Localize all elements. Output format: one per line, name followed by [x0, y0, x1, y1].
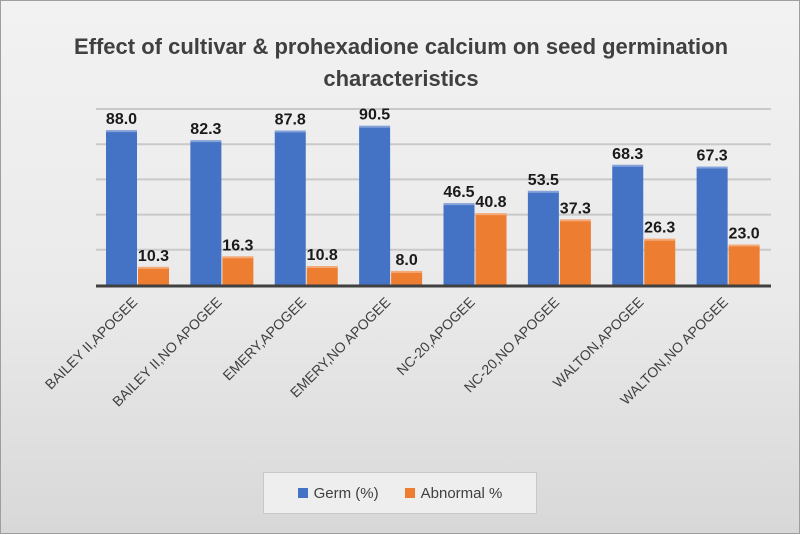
- bar-abnormal: [391, 270, 423, 285]
- x-tick-label: NC-20,APOGEE: [393, 294, 477, 378]
- data-label: 23.0: [729, 226, 760, 243]
- data-label: 82.3: [190, 121, 221, 138]
- bar-abnormal: [222, 256, 254, 285]
- bar-germ: [106, 130, 137, 285]
- x-tick-label: NC-20,NO APOGEE: [461, 294, 563, 396]
- data-label: 37.3: [560, 200, 591, 217]
- data-label: 68.3: [612, 146, 643, 163]
- legend-swatch-abnormal: [404, 488, 415, 498]
- bar-abnormal: [138, 266, 169, 285]
- bar-abnormal: [475, 213, 507, 285]
- bar-germ: [696, 166, 728, 285]
- data-label: 8.0: [396, 252, 418, 269]
- x-tick-label: BAILEY II,APOGEE: [42, 294, 141, 393]
- data-label: 46.5: [443, 184, 474, 201]
- bar-germ: [527, 190, 559, 285]
- legend-item-abnormal: Abnormal %: [404, 484, 503, 502]
- bar-highlight: [138, 266, 169, 269]
- legend-label-abnormal: Abnormal %: [420, 484, 503, 502]
- chart-title: Effect of cultivar & prohexadione calciu…: [73, 34, 729, 91]
- bar-highlight: [527, 190, 559, 193]
- bar-abnormal: [306, 265, 338, 285]
- bar-highlight: [612, 164, 644, 167]
- bar-highlight: [106, 130, 137, 133]
- bar-abnormal: [644, 238, 676, 285]
- bar-highlight: [391, 270, 423, 273]
- bar-highlight: [696, 166, 728, 169]
- bar-highlight: [443, 203, 475, 206]
- x-tick-label: WALTON,APOGEE: [550, 294, 647, 391]
- data-label: 26.3: [644, 220, 675, 237]
- bar-highlight: [475, 213, 507, 216]
- bar-germ: [190, 140, 222, 285]
- data-label: 10.3: [138, 248, 169, 265]
- bar-highlight: [274, 130, 306, 133]
- bar-highlight: [190, 140, 222, 143]
- data-label: 40.8: [475, 194, 506, 211]
- data-label: 88.0: [106, 111, 137, 128]
- bar-highlight: [222, 256, 254, 259]
- data-label: 90.5: [359, 107, 390, 124]
- legend: Germ (%) Abnormal %: [263, 472, 537, 514]
- bar-highlight: [359, 125, 391, 128]
- bar-highlight: [306, 265, 338, 268]
- bar-germ: [359, 125, 391, 285]
- bar-germ: [274, 130, 306, 285]
- legend-swatch-germ: [297, 488, 308, 498]
- bar-abnormal: [559, 219, 591, 285]
- data-label: 16.3: [222, 237, 253, 254]
- data-label: 53.5: [528, 172, 559, 189]
- bar-highlight: [728, 244, 760, 247]
- bar-abnormal: [728, 244, 760, 285]
- bar-germ: [443, 203, 475, 285]
- legend-label-germ: Germ (%): [313, 484, 379, 502]
- bar-highlight: [559, 219, 591, 222]
- data-label: 67.3: [697, 148, 728, 165]
- bar-highlight: [644, 238, 676, 241]
- x-tick-label: EMERY,APOGEE: [219, 294, 309, 384]
- legend-item-germ: Germ (%): [297, 484, 379, 502]
- data-label: 10.8: [307, 247, 338, 264]
- bar-germ: [612, 164, 644, 285]
- data-label: 87.8: [275, 111, 306, 128]
